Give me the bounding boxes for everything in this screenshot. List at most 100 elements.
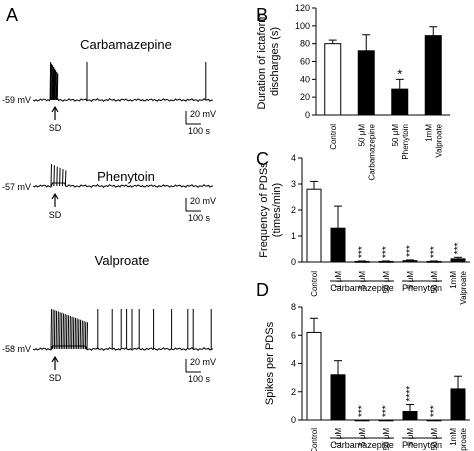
- bar: [450, 258, 466, 263]
- y-axis-title: (times/min): [271, 183, 283, 237]
- scale-voltage-label: 20 mV: [190, 196, 216, 206]
- y-tick-label: 20: [300, 92, 310, 102]
- y-tick-label: 40: [300, 74, 310, 84]
- trace-carbamazepine: Carbamazepine -59 mV SD 20 mV 100 s: [2, 37, 216, 136]
- scale-bar: [185, 198, 201, 212]
- y-tick-label: 4: [291, 359, 296, 369]
- trace-valproate: Valproate -58 mV SD 20 mV 100 s: [2, 253, 216, 384]
- category-label: Valproate: [459, 270, 468, 304]
- panel-b-letter: B: [256, 5, 268, 25]
- y-tick-label: 2: [291, 387, 296, 397]
- category-label: 1 μM: [334, 428, 343, 446]
- y-tick-label: 100: [295, 21, 310, 31]
- significance-label: ***: [429, 246, 440, 258]
- bar: [324, 43, 342, 116]
- scale-voltage-label: 20 mV: [190, 109, 216, 119]
- category-label: 50 μM: [430, 271, 439, 294]
- category-label: Control: [310, 428, 319, 451]
- trace-phenytoin: Phenytoin -57 mV SD 20 mV 100 s: [2, 163, 216, 223]
- significance-label: *: [397, 66, 402, 81]
- scale-time-label: 100 s: [188, 126, 211, 136]
- scale-time-label: 100 s: [188, 374, 211, 384]
- voltage-trace: [32, 308, 214, 351]
- sd-label: SD: [49, 210, 62, 220]
- sd-arrow-icon: [51, 105, 59, 120]
- category-label: Valproate: [434, 123, 443, 157]
- category-label: Control: [329, 124, 338, 150]
- category-label: 5 μM: [358, 271, 367, 289]
- bar: [402, 411, 418, 421]
- y-tick-label: 60: [300, 57, 310, 67]
- trace-title: Carbamazepine: [80, 37, 172, 52]
- significance-label: ***: [405, 245, 416, 257]
- scale-voltage-label: 20 mV: [190, 357, 216, 367]
- category-label: Valproate: [459, 427, 468, 451]
- chart-b-duration: 0 20 40 60 80 100 120 Duration of ictaform disch…: [256, 3, 450, 180]
- baseline-label: -59 mV: [2, 95, 31, 105]
- category-label: 5 μM: [358, 428, 367, 446]
- category-label: 1 μM: [334, 271, 343, 289]
- panel-a-letter: A: [6, 5, 18, 25]
- bar: [426, 419, 442, 422]
- y-tick-label: 80: [300, 39, 310, 49]
- y-tick-label: 1: [291, 231, 296, 241]
- bar: [354, 260, 370, 263]
- sd-label: SD: [49, 373, 62, 383]
- voltage-trace: [32, 61, 214, 102]
- significance-label: ***: [429, 405, 440, 417]
- y-tick-label: 4: [291, 153, 296, 163]
- category-label: 50 μM: [357, 124, 366, 147]
- bar: [354, 419, 370, 422]
- chart-d-spikes: 0 2 4 6 8 Spikes per PDSs Control 1 μM *** 5 μM **…: [264, 302, 470, 451]
- bar: [357, 50, 375, 116]
- bar: [424, 35, 442, 116]
- panel-c-letter: C: [256, 149, 269, 169]
- category-label: Carbamazepine: [367, 123, 376, 180]
- sd-arrow-icon: [51, 192, 59, 207]
- bar: [330, 374, 346, 421]
- y-tick-label: 0: [291, 257, 296, 267]
- voltage-trace: [32, 163, 214, 188]
- significance-label: ****: [405, 386, 416, 402]
- category-label: 1mM: [449, 271, 458, 289]
- y-tick-label: 6: [291, 330, 296, 340]
- category-label: 50 μM: [391, 124, 400, 147]
- sd-arrow-icon: [51, 355, 59, 370]
- y-axis-title: Spikes per PDSs: [264, 321, 276, 405]
- bar: [426, 260, 442, 263]
- category-label: 1mM: [449, 428, 458, 446]
- bar: [450, 388, 466, 421]
- y-axis-title: discharges (s): [269, 27, 281, 96]
- y-tick-label: 0: [291, 415, 296, 425]
- group-label: Carbamazepine: [330, 283, 394, 293]
- bar: [330, 227, 346, 263]
- bar: [306, 188, 322, 263]
- category-label: 50 μM: [382, 428, 391, 451]
- y-tick-label: 3: [291, 179, 296, 189]
- panel-d-letter: D: [256, 280, 269, 300]
- category-label: 5 μM: [406, 428, 415, 446]
- baseline-label: -58 mV: [2, 344, 31, 354]
- significance-label: ***: [357, 405, 368, 417]
- y-tick-label: 0: [305, 110, 310, 120]
- significance-label: ***: [381, 405, 392, 417]
- significance-label: ***: [357, 246, 368, 258]
- group-label: Phenytoin: [402, 440, 442, 450]
- category-label: 5 μM: [406, 271, 415, 289]
- y-tick-label: 8: [291, 302, 296, 312]
- category-label: Phenytoin: [401, 124, 410, 160]
- trace-title: Phenytoin: [97, 169, 155, 184]
- baseline-label: -57 mV: [2, 182, 31, 192]
- y-axis-title: Frequency of PDSs: [258, 162, 270, 258]
- category-label: Control: [310, 271, 319, 297]
- y-tick-label: 2: [291, 205, 296, 215]
- group-label: Phenytoin: [402, 283, 442, 293]
- bar: [378, 260, 394, 263]
- bar: [402, 260, 418, 263]
- group-label: Carbamazepine: [330, 440, 394, 450]
- sd-label: SD: [49, 123, 62, 133]
- bar: [391, 88, 409, 116]
- bar: [306, 331, 322, 421]
- significance-label: ***: [381, 246, 392, 258]
